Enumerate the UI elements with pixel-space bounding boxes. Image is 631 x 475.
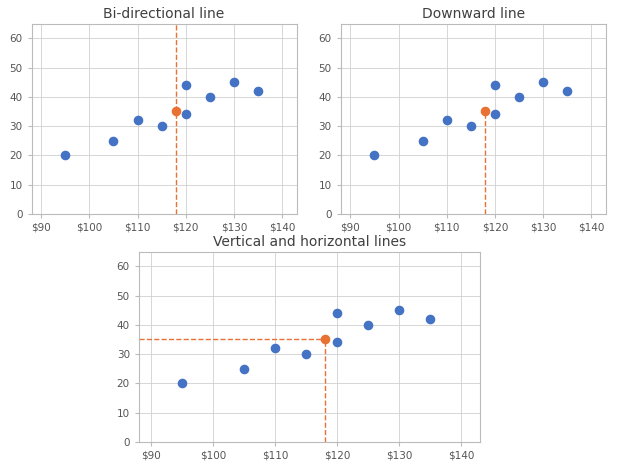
- Point: [418, 137, 428, 144]
- Point: [180, 81, 191, 89]
- Point: [205, 93, 215, 101]
- Title: Vertical and horizontal lines: Vertical and horizontal lines: [213, 235, 406, 249]
- Point: [538, 78, 548, 86]
- Point: [171, 108, 181, 115]
- Point: [394, 306, 404, 314]
- Point: [180, 111, 191, 118]
- Point: [109, 137, 119, 144]
- Point: [156, 122, 167, 130]
- Point: [490, 111, 500, 118]
- Point: [363, 321, 373, 329]
- Point: [442, 116, 452, 124]
- Point: [229, 78, 239, 86]
- Point: [332, 339, 342, 346]
- Point: [514, 93, 524, 101]
- Point: [466, 122, 476, 130]
- Title: Bi-directional line: Bi-directional line: [103, 7, 225, 21]
- Point: [177, 380, 187, 387]
- Point: [332, 309, 342, 317]
- Point: [60, 152, 70, 159]
- Point: [133, 116, 143, 124]
- Title: Downward line: Downward line: [422, 7, 525, 21]
- Point: [425, 315, 435, 323]
- Point: [301, 350, 311, 358]
- Point: [239, 365, 249, 372]
- Point: [562, 87, 572, 95]
- Point: [270, 344, 280, 352]
- Point: [490, 81, 500, 89]
- Point: [253, 87, 263, 95]
- Point: [320, 336, 330, 343]
- Point: [369, 152, 379, 159]
- Point: [480, 108, 490, 115]
